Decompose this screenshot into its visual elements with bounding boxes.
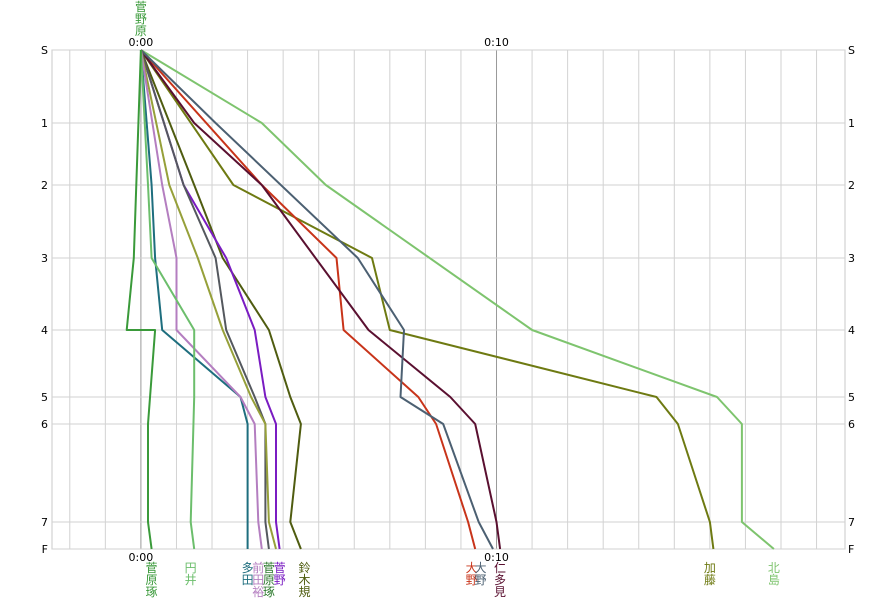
series-line-7 — [139, 49, 281, 550]
runner-name-char: 多 — [242, 561, 254, 575]
station-label-right: 1 — [848, 117, 855, 130]
time-tick-label-bottom: 0:10 — [484, 551, 509, 564]
runner-name-char: 琢 — [146, 585, 158, 599]
station-label-left: 3 — [41, 252, 48, 265]
series-line-6 — [139, 49, 302, 550]
station-label-right: S — [848, 44, 855, 57]
runner-name-char: 原 — [146, 573, 158, 587]
axis-labels: S S 1 1 2 2 3 3 4 4 5 5 6 6 7 7 F F 0:00 0:00 0:10 0:10 — [41, 36, 855, 564]
runner-name-char: 見 — [494, 585, 506, 599]
runner-name-char: 野 — [274, 573, 286, 587]
station-label-left: 6 — [41, 418, 48, 431]
series-line-11 — [139, 49, 263, 550]
station-label-left: 7 — [41, 516, 48, 529]
series-line-1 — [140, 49, 775, 550]
series-line-4 — [140, 49, 502, 550]
runner-name-char: 木 — [298, 573, 310, 587]
runner-name-char: 規 — [298, 584, 310, 599]
runner-name-char: 野 — [135, 12, 147, 26]
runner-name-char: 裕 — [252, 584, 264, 599]
runner-name-char: 菅 — [135, 0, 147, 14]
station-label-left: F — [42, 543, 48, 556]
runner-name-char: 円 — [185, 561, 197, 575]
series-line-2 — [140, 49, 715, 550]
runner-name-char: 藤 — [704, 573, 716, 587]
runner-name-char: 北 — [768, 561, 780, 575]
station-label-right: 3 — [848, 252, 855, 265]
runner-name-char: 原 — [135, 24, 147, 38]
station-label-right: 5 — [848, 391, 855, 404]
runner-name-char: 多 — [494, 573, 506, 587]
series-line-9 — [139, 49, 277, 550]
runner-name-char: 島 — [768, 572, 780, 587]
series-lines — [125, 49, 775, 550]
runner-name-char: 田 — [242, 573, 254, 587]
runner-name-char: 菅 — [274, 561, 286, 575]
series-line-8 — [139, 49, 270, 550]
series-line-13 — [125, 49, 157, 550]
station-label-left: 5 — [41, 391, 48, 404]
series-line-3 — [140, 49, 477, 550]
series-line-10 — [139, 49, 249, 549]
runner-name-char: 菅 — [146, 561, 158, 575]
station-label-left: 4 — [41, 324, 48, 337]
time-tick-label-bottom: 0:00 — [129, 551, 154, 564]
runner-name-char: 田 — [252, 573, 264, 587]
station-label-right: F — [848, 543, 854, 556]
time-tick-label-top: 0:10 — [484, 36, 509, 49]
runner-name-char: 琢 — [263, 585, 275, 599]
runner-name-char: 菅 — [263, 561, 275, 575]
runner-name-char: 鈴 — [298, 560, 310, 575]
grid — [51, 49, 846, 550]
station-label-right: 7 — [848, 516, 855, 529]
station-label-left: S — [41, 44, 48, 57]
station-label-right: 6 — [848, 418, 855, 431]
runner-name-char: 野 — [466, 573, 478, 587]
runner-name-char: 加 — [704, 561, 716, 575]
station-label-left: 2 — [41, 179, 48, 192]
runner-name-char: 野 — [474, 573, 486, 587]
runner-name-char: 大 — [466, 561, 478, 575]
runner-name-char: 原 — [263, 573, 275, 587]
station-label-right: 2 — [848, 179, 855, 192]
runner-name-char: 大 — [474, 561, 486, 575]
time-tick-label-top: 0:00 — [129, 36, 154, 49]
station-label-right: 4 — [848, 324, 855, 337]
runner-name-char: 仁 — [494, 561, 506, 575]
series-line-12 — [139, 49, 196, 550]
runner-name-char: 井 — [185, 573, 197, 587]
runner-name-char: 前 — [252, 560, 264, 575]
station-label-left: 1 — [41, 117, 48, 130]
series-line-5 — [140, 49, 494, 550]
